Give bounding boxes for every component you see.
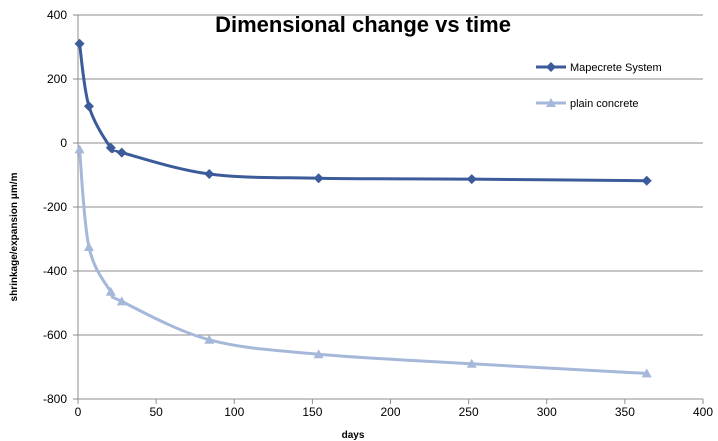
data-point-mapecrete-system	[466, 174, 477, 185]
legend-marker-mapecrete-system	[546, 62, 556, 72]
plot-series	[74, 38, 652, 378]
x-axis-label: days	[342, 430, 365, 441]
data-point-mapecrete-system	[83, 101, 94, 112]
legend-marker-plain-concrete	[546, 98, 556, 107]
data-point-plain-concrete	[466, 358, 477, 368]
x-tick-label: 100	[224, 405, 244, 419]
series-line-mapecrete-system	[78, 43, 647, 183]
legend-label-mapecrete-system: Mapecrete System	[570, 62, 662, 74]
x-tick-label: 200	[380, 405, 400, 419]
y-tick-label: -400	[43, 264, 67, 278]
data-point-mapecrete-system	[641, 175, 652, 186]
series-plain-concrete	[74, 144, 652, 378]
data-point-plain-concrete	[641, 368, 652, 378]
y-tick-label: -800	[43, 392, 67, 406]
x-tick-label: 50	[149, 405, 163, 419]
data-point-plain-concrete	[105, 286, 116, 296]
data-point-mapecrete-system	[116, 147, 127, 158]
legend-label-plain-concrete: plain concrete	[570, 98, 639, 110]
x-tick-label: 350	[615, 405, 635, 419]
legend-item-plain-concrete: plain concrete	[536, 98, 639, 110]
data-point-plain-concrete	[204, 334, 215, 344]
data-point-plain-concrete	[313, 349, 324, 359]
x-tick-label: 0	[75, 405, 82, 419]
data-point-mapecrete-system	[105, 142, 116, 153]
x-tick-label: 400	[693, 405, 713, 419]
y-axis-label: shrinkage/expansion μm/m	[9, 172, 20, 301]
data-point-mapecrete-system	[74, 38, 85, 49]
y-tick-label: 0	[60, 136, 67, 150]
legend-item-mapecrete-system: Mapecrete System	[536, 62, 662, 74]
data-point-mapecrete-system	[313, 173, 324, 184]
data-point-mapecrete-system	[204, 169, 215, 180]
y-axis-ticks: 400 200 0 -200 -400 -600 -800	[43, 8, 78, 406]
x-tick-label: 250	[459, 405, 479, 419]
legend: Mapecrete System plain concrete	[536, 62, 662, 110]
y-tick-label: -200	[43, 200, 67, 214]
x-tick-label: 150	[302, 405, 322, 419]
data-point-plain-concrete	[116, 296, 127, 306]
y-tick-label: -600	[43, 328, 67, 342]
data-point-plain-concrete	[83, 242, 94, 251]
chart-title: Dimensional change vs time	[215, 12, 511, 37]
x-axis-ticks: 0 50 100 150 200 250 300 350 400	[75, 399, 713, 419]
series-line-plain-concrete	[78, 149, 647, 375]
x-tick-label: 300	[537, 405, 557, 419]
series-mapecrete-system	[74, 38, 652, 186]
y-tick-label: 400	[47, 8, 67, 22]
data-point-plain-concrete	[74, 144, 85, 154]
y-tick-label: 200	[47, 72, 67, 86]
